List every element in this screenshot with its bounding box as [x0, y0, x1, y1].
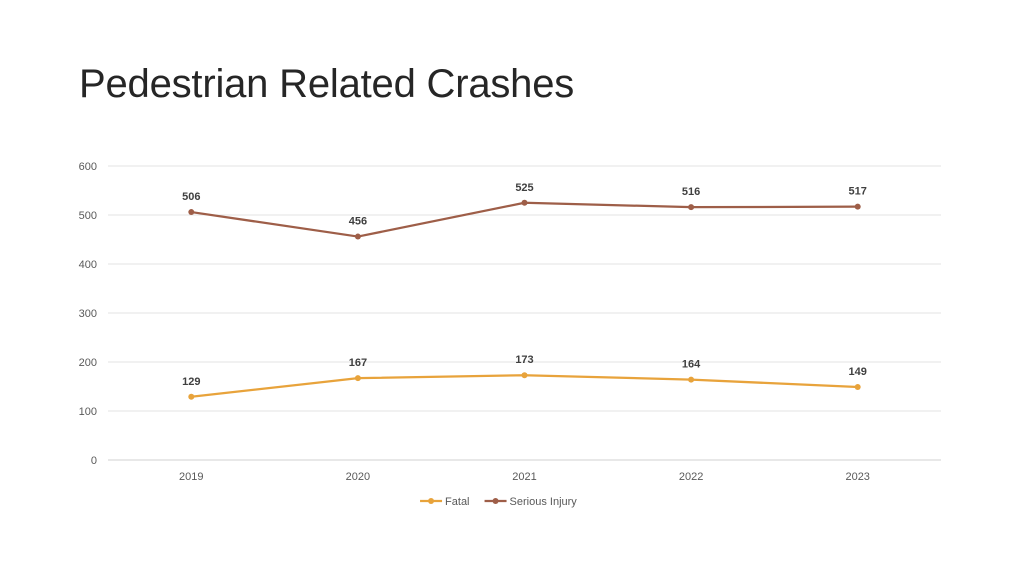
- series-line-serious-injury: [190, 201, 859, 238]
- y-tick-label: 600: [79, 161, 97, 173]
- data-label: 506: [182, 191, 200, 203]
- y-axis: 0 100 200 300 400 500 600: [79, 161, 97, 467]
- chart-gridlines: [108, 165, 941, 461]
- data-point: [688, 376, 695, 383]
- x-tick-label: 2021: [512, 471, 536, 483]
- data-label: 149: [849, 366, 867, 378]
- y-tick-label: 300: [79, 308, 97, 320]
- data-label: 173: [515, 354, 533, 366]
- data-point: [354, 375, 361, 382]
- data-label: 167: [349, 357, 367, 369]
- legend-swatch-marker: [492, 498, 499, 504]
- y-tick-label: 400: [79, 259, 97, 271]
- data-point: [854, 383, 861, 390]
- legend-label: Serious Injury: [510, 496, 578, 508]
- data-point: [354, 233, 361, 240]
- chart-data-labels: 129 167 173 164 149 506 456 525 516 517: [182, 182, 867, 388]
- x-axis: 2019 2020 2021 2022 2023: [179, 471, 870, 483]
- y-tick-label: 500: [79, 210, 97, 222]
- data-point: [854, 203, 861, 210]
- data-label: 525: [515, 182, 533, 194]
- slide-title: Pedestrian Related Crashes: [79, 62, 575, 106]
- legend-label: Fatal: [445, 496, 469, 508]
- series-line-fatal: [190, 374, 859, 398]
- x-tick-label: 2023: [845, 471, 869, 483]
- legend-swatch-marker: [428, 498, 435, 504]
- x-tick-label: 2020: [346, 471, 370, 483]
- data-label: 129: [182, 376, 200, 388]
- legend-item-fatal: Fatal: [420, 496, 470, 508]
- data-point: [521, 199, 528, 206]
- legend-item-serious-injury: Serious Injury: [484, 496, 578, 508]
- x-tick-label: 2019: [179, 471, 203, 483]
- y-tick-label: 200: [79, 357, 97, 369]
- data-point: [188, 209, 195, 216]
- chart-series: [188, 199, 861, 400]
- data-label: 517: [849, 186, 867, 198]
- data-point: [688, 204, 695, 211]
- data-label: 516: [682, 186, 700, 198]
- data-label: 164: [682, 359, 701, 371]
- y-tick-label: 100: [79, 406, 97, 418]
- chart-legend: Fatal Serious Injury: [420, 496, 577, 508]
- data-label: 456: [349, 216, 367, 228]
- x-tick-label: 2022: [679, 471, 703, 483]
- data-point: [521, 372, 528, 379]
- data-point: [188, 393, 195, 400]
- y-tick-label: 0: [91, 455, 97, 467]
